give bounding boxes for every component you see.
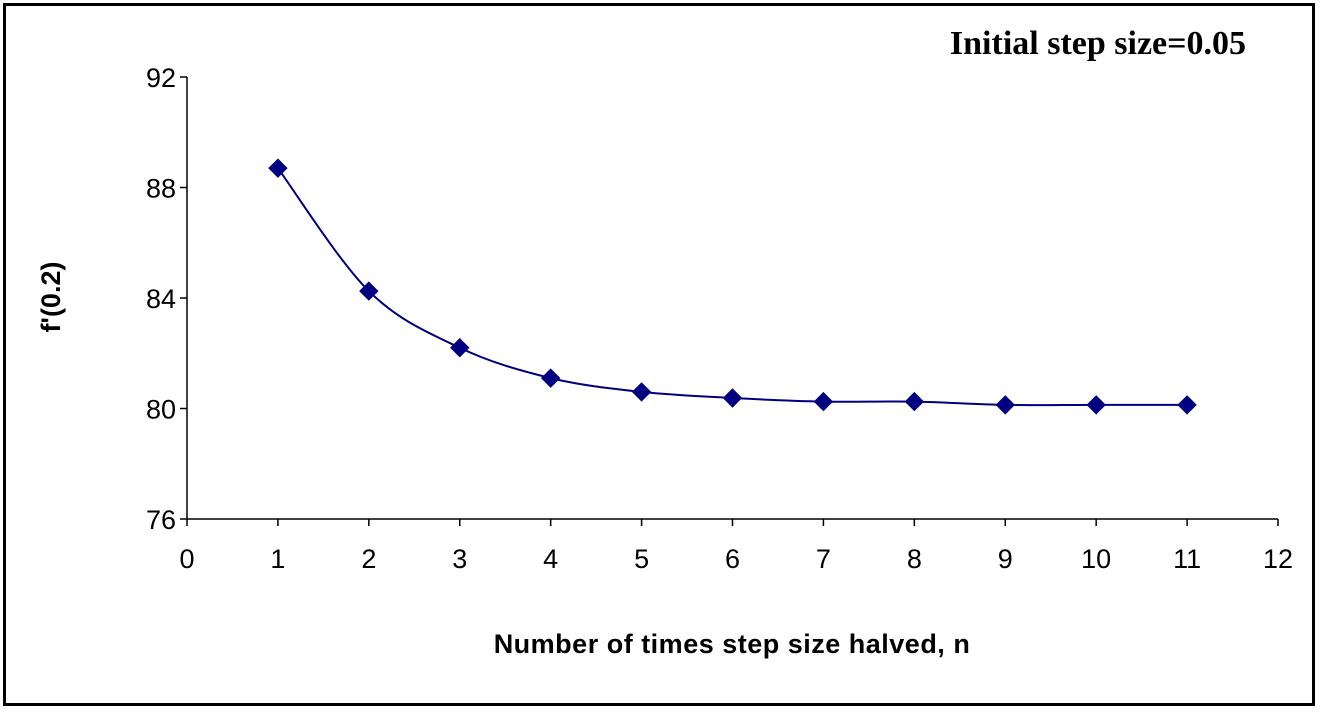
x-tick-label: 5	[634, 544, 649, 574]
x-tick-label: 7	[816, 544, 831, 574]
data-point-marker	[450, 338, 470, 358]
x-tick-label: 10	[1081, 544, 1111, 574]
x-tick-label: 11	[1173, 544, 1201, 574]
chart-annotation: Initial step size=0.05	[950, 25, 1246, 62]
x-tick-label: 12	[1263, 544, 1293, 574]
x-axis-title: Number of times step size halved, n	[494, 629, 971, 659]
y-tick-label: 76	[146, 505, 176, 535]
x-tick-label: 2	[361, 544, 376, 574]
data-point-marker	[268, 158, 288, 178]
y-tick-label: 92	[146, 63, 176, 93]
data-point-marker	[359, 281, 379, 301]
data-point-marker	[722, 388, 743, 408]
data-point-marker	[904, 391, 925, 412]
chart-frame	[3, 3, 1315, 706]
axes	[186, 77, 1278, 520]
x-tick-label: 3	[452, 544, 467, 574]
y-tick-label: 88	[146, 174, 176, 204]
data-point-marker	[631, 382, 652, 402]
data-point-marker	[1086, 395, 1106, 415]
y-axis-title: f'(0.2)	[36, 262, 66, 333]
series-line	[277, 167, 1188, 407]
x-tick-label: 6	[725, 544, 740, 574]
y-axis-ticks: 76 80 84 88 92	[146, 63, 187, 535]
x-tick-label: 9	[998, 544, 1013, 574]
data-point-marker	[540, 368, 561, 388]
series-markers	[268, 158, 1197, 415]
y-tick-label: 84	[146, 284, 176, 314]
data-point-marker	[995, 395, 1015, 415]
data-point-marker	[813, 391, 834, 412]
x-tick-label: 1	[270, 544, 285, 574]
x-tick-label: 8	[907, 544, 922, 574]
x-tick-label: 0	[179, 544, 194, 574]
x-tick-label: 4	[543, 544, 558, 574]
y-tick-label: 80	[146, 395, 176, 425]
x-axis-ticks: 0 1 2 3 4 5 6 7 8 9 10 11 12	[179, 519, 1293, 574]
data-point-marker	[1177, 395, 1197, 415]
